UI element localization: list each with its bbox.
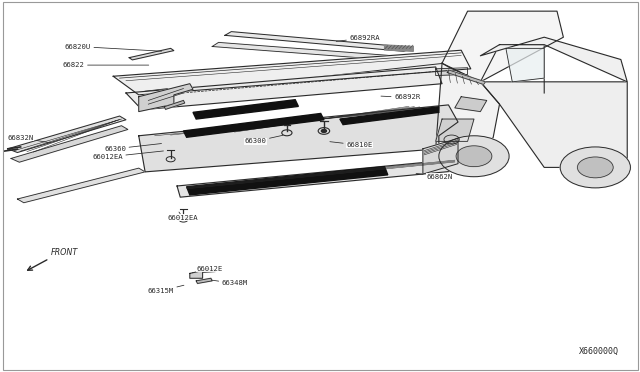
- Polygon shape: [190, 269, 216, 278]
- Polygon shape: [17, 168, 145, 203]
- Text: 66012E: 66012E: [193, 266, 223, 273]
- Polygon shape: [126, 67, 442, 110]
- Polygon shape: [196, 278, 212, 283]
- Polygon shape: [193, 100, 298, 119]
- Polygon shape: [8, 116, 126, 153]
- Polygon shape: [455, 97, 487, 112]
- Text: 66822: 66822: [63, 62, 148, 68]
- Polygon shape: [257, 61, 468, 90]
- Polygon shape: [481, 37, 627, 82]
- Text: 66012EA: 66012EA: [92, 151, 163, 160]
- Polygon shape: [11, 126, 128, 162]
- Polygon shape: [506, 48, 544, 82]
- Polygon shape: [481, 82, 627, 167]
- Circle shape: [560, 147, 630, 188]
- Text: 66832N: 66832N: [7, 135, 50, 143]
- Polygon shape: [113, 50, 471, 95]
- Text: 66862N: 66862N: [416, 173, 452, 180]
- Polygon shape: [184, 113, 324, 137]
- Polygon shape: [212, 42, 413, 61]
- Circle shape: [439, 136, 509, 177]
- Polygon shape: [177, 159, 461, 197]
- Polygon shape: [423, 138, 458, 174]
- Circle shape: [321, 129, 326, 132]
- Polygon shape: [164, 100, 185, 109]
- Polygon shape: [436, 119, 474, 141]
- Circle shape: [577, 157, 613, 178]
- Text: FRONT: FRONT: [51, 248, 78, 257]
- Polygon shape: [436, 63, 499, 156]
- Polygon shape: [447, 70, 486, 84]
- Text: 66012EA: 66012EA: [168, 212, 198, 221]
- Text: 66892RA: 66892RA: [336, 35, 380, 41]
- Text: 66820U: 66820U: [65, 44, 161, 51]
- Polygon shape: [442, 11, 563, 82]
- Text: 66892R: 66892R: [381, 94, 420, 100]
- Text: 66300: 66300: [244, 135, 283, 144]
- Polygon shape: [139, 105, 458, 172]
- Polygon shape: [340, 107, 439, 125]
- Text: 66360: 66360: [104, 144, 161, 152]
- Polygon shape: [129, 48, 174, 60]
- Text: X660000Q: X660000Q: [579, 347, 618, 356]
- Polygon shape: [225, 32, 413, 51]
- Polygon shape: [187, 167, 388, 195]
- Polygon shape: [436, 68, 468, 76]
- Text: 66810E: 66810E: [330, 142, 372, 148]
- Text: 66315M: 66315M: [148, 285, 184, 294]
- Text: 66348M: 66348M: [212, 280, 248, 286]
- Circle shape: [456, 146, 492, 167]
- Polygon shape: [139, 84, 193, 112]
- Polygon shape: [385, 45, 413, 51]
